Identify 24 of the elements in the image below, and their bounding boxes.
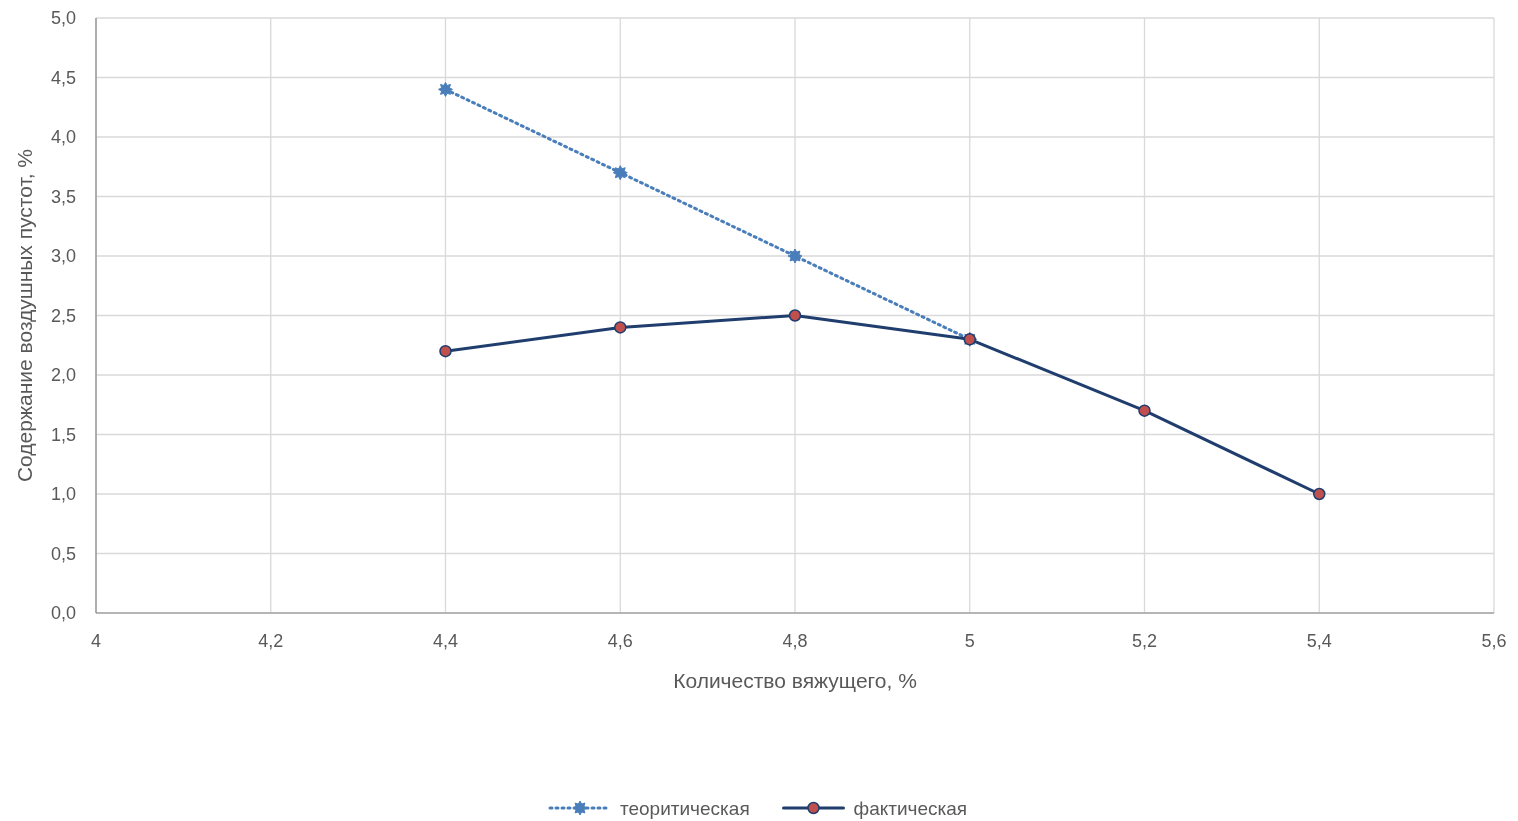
legend-label: фактическая — [853, 798, 968, 819]
x-tick-label: 5,2 — [1131, 631, 1158, 651]
x-tick-label: 4,6 — [607, 631, 633, 651]
y-tick-label: 0,0 — [50, 603, 76, 623]
x-tick-label: 4 — [90, 631, 102, 651]
y-tick-label: 1,5 — [50, 424, 76, 445]
y-tick-label: 3,5 — [50, 186, 76, 207]
x-axis-title: Количество вяжущего, % — [673, 669, 917, 692]
y-tick-label: 3,0 — [50, 246, 76, 266]
x-tick-label: 4,4 — [432, 631, 459, 651]
legend-label: теоритическая — [620, 798, 750, 819]
y-tick-label: 5,0 — [50, 8, 76, 28]
y-tick-label: 1,0 — [50, 484, 76, 504]
x-tick-label: 4,2 — [258, 631, 284, 651]
x-tick-label: 5 — [964, 631, 975, 651]
x-tick-label: 5,6 — [1481, 631, 1507, 651]
x-tick-label: 4,8 — [782, 631, 808, 651]
y-tick-label: 4,0 — [50, 127, 76, 147]
y-tick-label: 0,5 — [50, 543, 76, 564]
y-tick-label: 2,0 — [50, 365, 76, 385]
y-tick-label: 2,5 — [50, 305, 76, 326]
x-tick-label: 5,4 — [1306, 631, 1332, 651]
y-axis-title: Содержание воздушных пустот, % — [13, 148, 36, 483]
y-tick-label: 4,5 — [50, 67, 76, 88]
